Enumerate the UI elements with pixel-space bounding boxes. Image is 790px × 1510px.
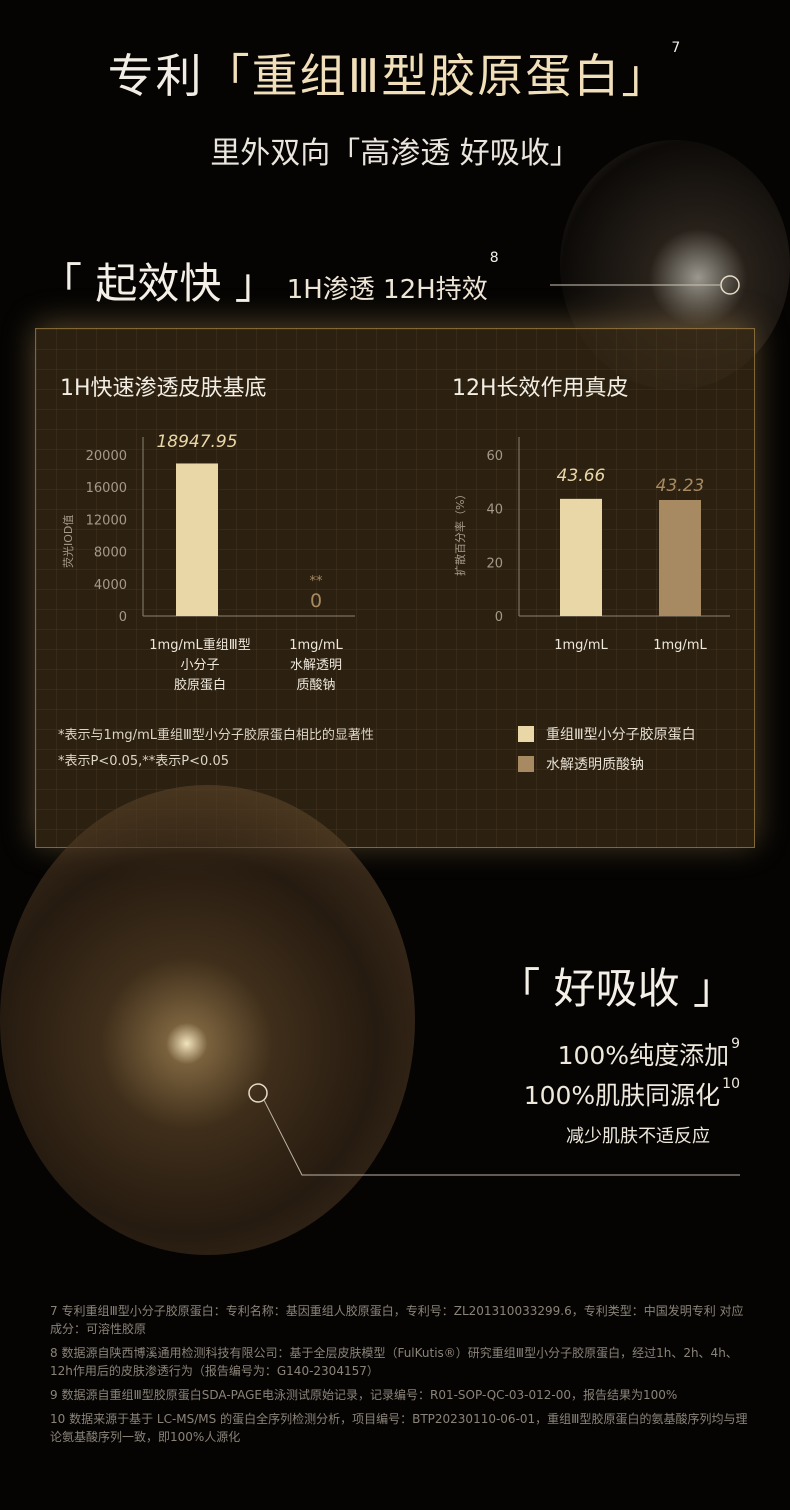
y-tick-label: 8000 (94, 546, 127, 561)
section-absorption-heading: 「 好吸收 」 (498, 964, 735, 1013)
claim-text: 100%肌肤同源化 (523, 1081, 721, 1110)
legend-label: 重组Ⅲ型小分子胶原蛋白 (546, 727, 696, 743)
footnote-ref: 9 (731, 1036, 740, 1052)
y-tick-label: 0 (119, 610, 127, 625)
legend-label: 水解透明质酸钠 (546, 757, 644, 773)
chart-svg: 0 4000 8000 12000 16000 20000 0 20 40 60 (86, 437, 730, 625)
bar (659, 499, 701, 616)
legend-item: 重组Ⅲ型小分子胶原蛋白 (518, 724, 696, 744)
chart-panel (35, 328, 755, 848)
y-tick-label: 12000 (86, 513, 127, 528)
legend-swatch (518, 756, 534, 772)
y-tick-label: 4000 (94, 578, 127, 593)
legend-swatch (518, 726, 534, 742)
y-tick-label: 20000 (86, 449, 127, 464)
footnote: 9 数据源自重组Ⅲ型胶原蛋白SDA-PAGE电泳测试原始记录，记录编号：R01-… (50, 1388, 678, 1402)
chart1-significance-mark: ** (309, 574, 323, 589)
claim-text: 100%纯度添加 (557, 1041, 730, 1070)
footnote-ref: 10 (722, 1076, 740, 1092)
chart1-data-label: 0 (309, 590, 323, 612)
chart2-data-label: 43.23 (655, 476, 705, 496)
bar (560, 498, 602, 616)
chart1-category-label: 1mg/mL 水解透明 质酸钠 (289, 638, 343, 693)
footnote: 8 数据源自陕西博溪通用检测科技有限公司：基于全层皮肤模型（FulKutis®）… (50, 1346, 738, 1378)
page-title: 专利「重组Ⅲ型胶原蛋白」7 (0, 40, 790, 106)
decorative-line-with-circle (550, 275, 740, 295)
y-tick-label: 0 (495, 610, 503, 625)
page-subtitle: 里外双向「高渗透 好吸收」 (210, 136, 580, 171)
chart1-data-label: 18947.95 (156, 432, 238, 452)
chart2-data-label: 43.66 (556, 466, 606, 486)
chart2-category-label: 1mg/mL (554, 638, 608, 653)
footnote: 10 数据来源于基于 LC-MS/MS 的蛋白全序列检测分析，项目编号：BTP2… (50, 1412, 748, 1444)
chart1-y-axis-label: 荧光IOD值 (62, 514, 75, 568)
y-tick-label: 20 (486, 556, 503, 571)
purity-claim: 100%纯度添加 9 (558, 1036, 740, 1072)
chart2-title: 12H长效作用真皮 (452, 376, 629, 401)
chart1-title: 1H快速渗透皮肤基底 (60, 376, 267, 401)
legend-item: 水解透明质酸钠 (518, 754, 644, 774)
chart-note: *表示P<0.05,**表示P<0.05 (58, 754, 229, 769)
y-tick-label: 16000 (86, 481, 127, 496)
y-tick-label: 40 (486, 503, 503, 518)
y-tick-label: 60 (486, 449, 503, 464)
homology-claim: 100%肌肤同源化 10 (524, 1076, 740, 1112)
chart2-category-label: 1mg/mL (653, 638, 707, 653)
footnote: 7 专利重组Ⅲ型小分子胶原蛋白：专利名称：基因重组人胶原蛋白，专利号：ZL201… (50, 1304, 744, 1336)
comfort-claim: 减少肌肤不适反应 (566, 1126, 710, 1147)
collagen-sphere-image (0, 785, 415, 1255)
footnote-ref: 8 (489, 250, 499, 266)
chart-note: *表示与1mg/mL重组Ⅲ型小分子胶原蛋白相比的显著性 (58, 728, 374, 743)
decorative-callout-line (248, 1083, 740, 1176)
section-tagline: 1H渗透 12H持效 (286, 275, 488, 305)
footnote-ref: 7 (671, 40, 683, 56)
chart2-y-axis-label: 扩散百分率（%） (454, 488, 467, 576)
title-prefix: 专利 (107, 49, 204, 103)
chart1-category-label: 1mg/mL重组Ⅲ型 小分子 胶原蛋白 (149, 638, 251, 693)
bar (176, 463, 218, 616)
title-highlight: 「重组Ⅲ型胶原蛋白」 (203, 49, 670, 103)
section-heading: 「 起效快 」 (40, 259, 277, 308)
section-fast-effect-heading: 「 起效快 」 1H渗透 12H持效8 (40, 250, 499, 311)
